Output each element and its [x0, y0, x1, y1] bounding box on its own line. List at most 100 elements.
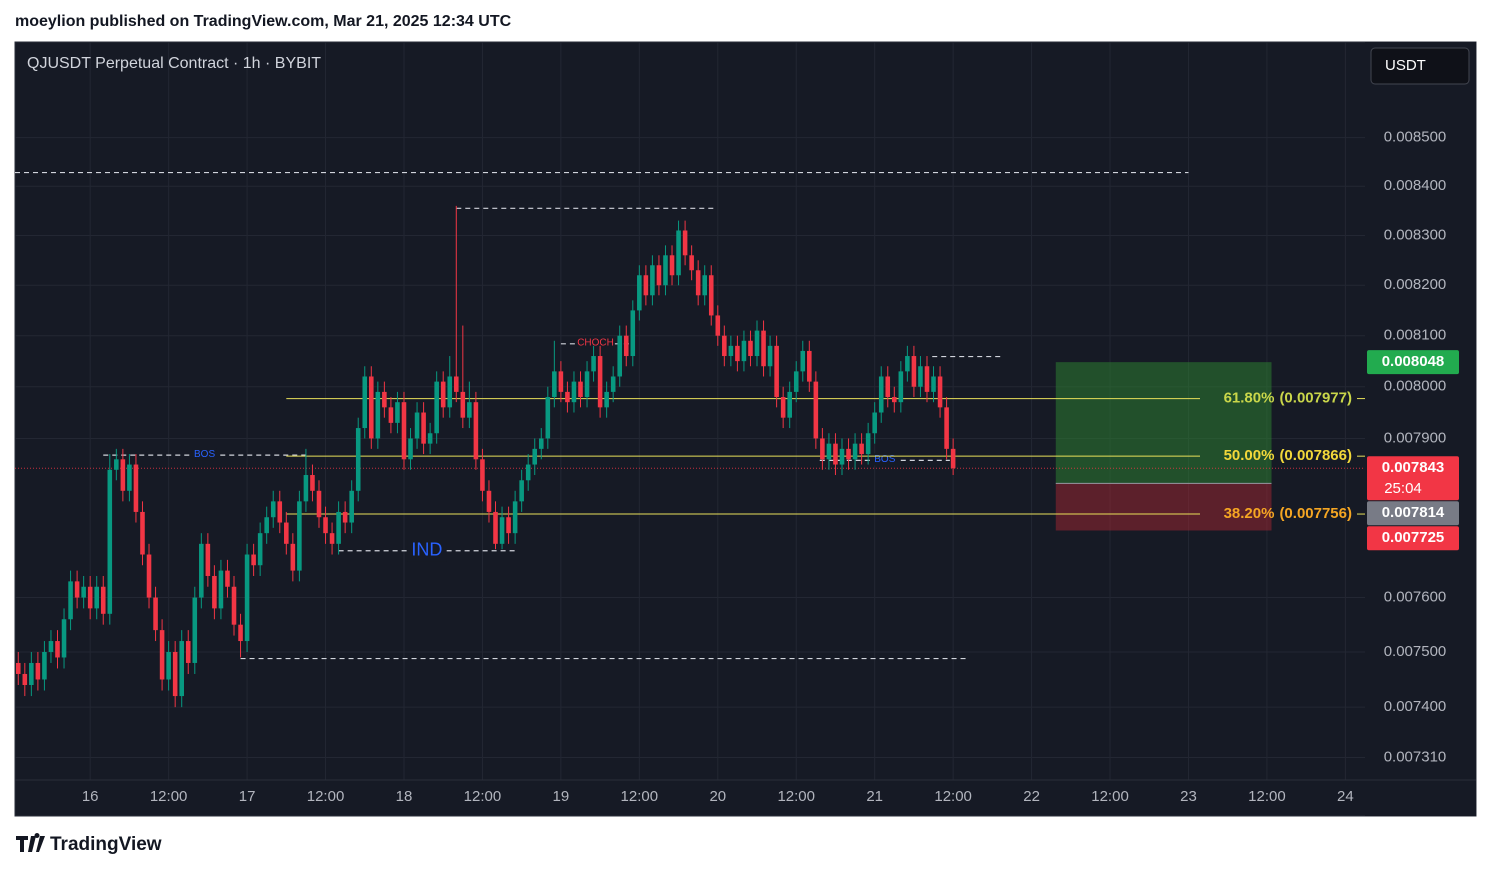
- candle-body: [545, 397, 551, 439]
- y-tick-label: 0.007900: [1384, 429, 1447, 446]
- candle-body: [793, 371, 799, 392]
- candle-body: [303, 475, 309, 502]
- candle-body: [15, 662, 21, 674]
- x-tick-label: 23: [1180, 788, 1197, 805]
- candle-body: [257, 533, 263, 566]
- countdown: 25:04: [1384, 480, 1422, 497]
- x-tick-label: 12:00: [777, 788, 815, 805]
- fib-label: 50.00% (0.007866): [1224, 447, 1352, 464]
- candle-body: [284, 522, 289, 544]
- price-axis: [1365, 42, 1476, 816]
- x-tick-label: 19: [553, 788, 570, 805]
- candle-body: [440, 381, 446, 408]
- price-label-box: [1367, 456, 1459, 501]
- candle-body: [375, 391, 381, 439]
- candle-body: [238, 624, 243, 642]
- candle-body: [244, 554, 250, 642]
- candle-body: [133, 464, 139, 512]
- candle-body: [225, 570, 230, 587]
- candle-body: [35, 662, 41, 680]
- candle-body: [185, 641, 191, 663]
- y-tick-label: 0.008300: [1384, 226, 1447, 243]
- candle-body: [761, 330, 766, 367]
- candle-body: [342, 511, 348, 523]
- candle-body: [349, 490, 354, 523]
- candle-body: [512, 501, 518, 534]
- y-tick-label: 0.008200: [1384, 276, 1447, 293]
- candle-body: [852, 443, 858, 460]
- candle-body: [310, 475, 315, 491]
- candle-body: [68, 581, 73, 620]
- candle-body: [453, 376, 459, 392]
- x-tick-label: 22: [1023, 788, 1040, 805]
- candle-body: [382, 391, 387, 408]
- fib-ratio: 61.80%: [1224, 390, 1275, 407]
- candle-body: [166, 651, 171, 680]
- y-tick-label: 0.008100: [1384, 327, 1447, 344]
- price-label: 0.007843: [1382, 459, 1445, 476]
- candle-body: [473, 402, 479, 460]
- candle-body: [297, 501, 302, 571]
- candle-body: [355, 428, 361, 491]
- candle-body: [578, 381, 583, 398]
- candle-body: [767, 345, 773, 367]
- x-tick-label: 20: [709, 788, 726, 805]
- x-tick-label: 16: [82, 788, 99, 805]
- fib-label: 38.20% (0.007756): [1224, 505, 1352, 522]
- candle-body: [924, 366, 930, 392]
- candle-body: [787, 391, 792, 418]
- candle-body: [199, 543, 204, 598]
- x-tick-label: 12:00: [464, 788, 502, 805]
- price-label: 0.007725: [1382, 529, 1445, 546]
- candle-body: [329, 533, 335, 544]
- candle-body: [565, 391, 570, 403]
- candle-body: [316, 490, 322, 518]
- candle-body: [656, 265, 662, 286]
- x-tick-label: 18: [396, 788, 413, 805]
- candle-body: [637, 275, 642, 311]
- candle-body: [22, 673, 28, 686]
- candle-body: [192, 597, 198, 663]
- candle-body: [898, 371, 904, 403]
- candle-body: [676, 230, 681, 276]
- publish-header: moeylion published on TradingView.com, M…: [15, 13, 512, 30]
- candle-body: [682, 230, 688, 256]
- candle-body: [270, 501, 276, 518]
- candle-body: [506, 517, 511, 534]
- x-tick-label: 12:00: [1091, 788, 1129, 805]
- candle-body: [826, 443, 832, 460]
- price-label-box: [1367, 526, 1459, 551]
- brand-name: TradingView: [50, 834, 162, 855]
- x-tick-label: 12:00: [1248, 788, 1286, 805]
- candle-body: [807, 350, 812, 382]
- candle-body: [833, 443, 838, 465]
- candle-body: [741, 340, 747, 362]
- candle-body: [153, 597, 158, 631]
- candle-body: [388, 407, 394, 423]
- level-label-bg: [192, 448, 217, 461]
- x-tick-label: 12:00: [150, 788, 188, 805]
- candle-body: [434, 381, 439, 434]
- candle-body: [42, 651, 47, 680]
- candle-body: [336, 511, 341, 544]
- symbol-title: QJUSDT Perpetual Contract · 1h · BYBIT: [27, 55, 321, 72]
- candle-body: [140, 511, 145, 555]
- candle-body: [231, 586, 237, 625]
- candle-body: [251, 554, 256, 566]
- candle-body: [362, 376, 368, 429]
- candle-body: [689, 255, 694, 271]
- currency-button[interactable]: [1370, 47, 1470, 85]
- candle-body: [558, 371, 564, 392]
- currency-label: USDT: [1385, 57, 1426, 74]
- candle-body: [774, 345, 779, 398]
- fib-value: (0.007866): [1279, 447, 1352, 464]
- candle-body: [552, 371, 557, 398]
- candle-body: [61, 619, 67, 658]
- candle-body: [74, 581, 80, 598]
- candle-body: [872, 412, 877, 434]
- candle-body: [499, 517, 505, 544]
- candle-body: [401, 402, 407, 460]
- candle-body: [172, 651, 178, 697]
